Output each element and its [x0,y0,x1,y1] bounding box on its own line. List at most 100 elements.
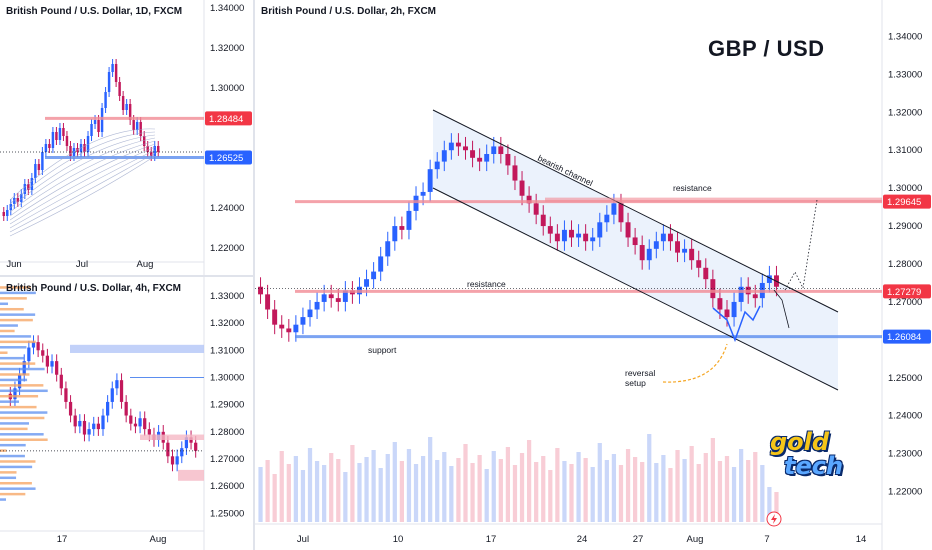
candle-body [180,448,184,457]
candle-body [97,120,100,132]
candle-body [342,290,348,302]
candle-body [505,154,511,166]
price-tick-label: 1.27000 [888,297,922,308]
candle-body [6,210,9,216]
volume-profile-bar [0,405,37,409]
daily-chart-panel[interactable]: 1.34000 1.32000 1.30000 1.24000 1.22000 Jun Ju… [0,0,253,275]
volume-bar [625,449,631,522]
price-tag-label: 1.27279 [887,287,921,298]
volume-profile-bar [0,351,8,354]
ma-ribbon-line [9,140,156,217]
volume-profile-bar [0,416,45,420]
candle-body [114,64,118,82]
volume-profile-bar [0,384,44,387]
volume-profile-bar [0,471,17,474]
volume-bar [336,459,341,522]
volume-profile-bar [0,318,33,322]
candle-body [307,309,313,318]
candle-body [184,437,189,449]
candle-body [470,150,476,158]
candle-body [135,122,139,130]
candle-body [682,248,688,253]
candle-body [491,146,497,155]
candle-body [153,146,156,156]
volume-bar [689,446,694,522]
volume-profile-bar [0,481,32,485]
candle-body [27,347,31,362]
candle-body [50,361,54,367]
candle-body [55,361,59,375]
panel-divider-vertical[interactable] [253,0,255,550]
volume-profile-bar [0,394,39,398]
bearish-projection-path [773,289,790,329]
time-tick-label: Aug [150,534,167,545]
candle-body [115,380,119,389]
candle-body [138,418,142,427]
volume-bar [618,465,624,522]
candle-body [73,415,77,427]
candle-body [58,128,62,140]
candle-body [477,157,483,162]
volume-bar [449,466,454,522]
candle-body [55,132,58,140]
candle-body [569,229,574,238]
volume-profile-bar [0,498,6,501]
volume-bar [654,463,659,522]
volume-profile-bar [0,329,15,333]
candle-body [59,374,63,389]
volume-bar [258,467,263,522]
candle-body [107,72,111,92]
volume-bar [385,454,390,522]
candle-body [111,64,114,72]
candle-body [92,423,96,430]
price-tick-label: 1.24000 [888,411,922,422]
candle-body [44,144,48,152]
panel-divider-horizontal[interactable] [0,275,253,277]
candle-body [149,152,153,156]
ma-ribbon-line [9,137,156,213]
volume-bar [576,452,581,522]
volume-bar [675,450,680,522]
volume-profile-bar [0,307,24,311]
price-tick-label: 1.25000 [210,508,244,519]
volume-profile-bar [0,433,44,436]
main-chart-panel[interactable]: 1.34000 1.33000 1.32000 1.31000 1.30000 1.290… [255,0,932,550]
volume-bar [647,434,652,522]
price-tag [883,194,931,209]
candle-body [455,142,461,147]
time-tick-label: Aug [687,534,704,545]
volume-bar [519,453,525,522]
candle-body [385,241,391,257]
price-tag-label: 1.28484 [209,114,243,125]
volume-bar [329,453,334,522]
time-tick-label: 10 [393,534,404,545]
price-tick-label: 1.34000 [888,31,922,42]
candle-body [175,456,179,465]
candle-body [65,136,69,146]
h4-chart-panel[interactable]: 1.33000 1.32000 1.31000 1.30000 1.29000 1.280… [0,277,253,550]
time-tick-label: 17 [57,534,68,545]
price-tick-label: 1.32000 [888,107,922,118]
price-tick-label: 1.32000 [210,43,244,54]
candle-body [667,233,673,242]
price-tag-label: 1.26525 [209,153,243,164]
candle-body [696,260,702,268]
volume-bar [392,442,397,522]
reversal-setup-label-line2: setup [625,378,646,388]
candle-body [512,165,518,181]
volume-profile-bar [0,324,18,327]
volume-bar [548,470,553,522]
price-tick-label: 1.22000 [210,243,244,254]
support-label: support [368,345,397,355]
volume-bar [512,465,518,522]
volume-bar [640,462,645,522]
price-tag [205,111,252,126]
candle-body [646,248,652,261]
volume-bar [491,451,496,522]
volume-bar [484,469,489,522]
volume-bar [286,464,291,522]
price-tick-label: 1.31000 [210,345,244,356]
candle-body [86,136,90,152]
time-tick-label: 17 [486,534,497,545]
volume-profile-bar [0,438,48,441]
